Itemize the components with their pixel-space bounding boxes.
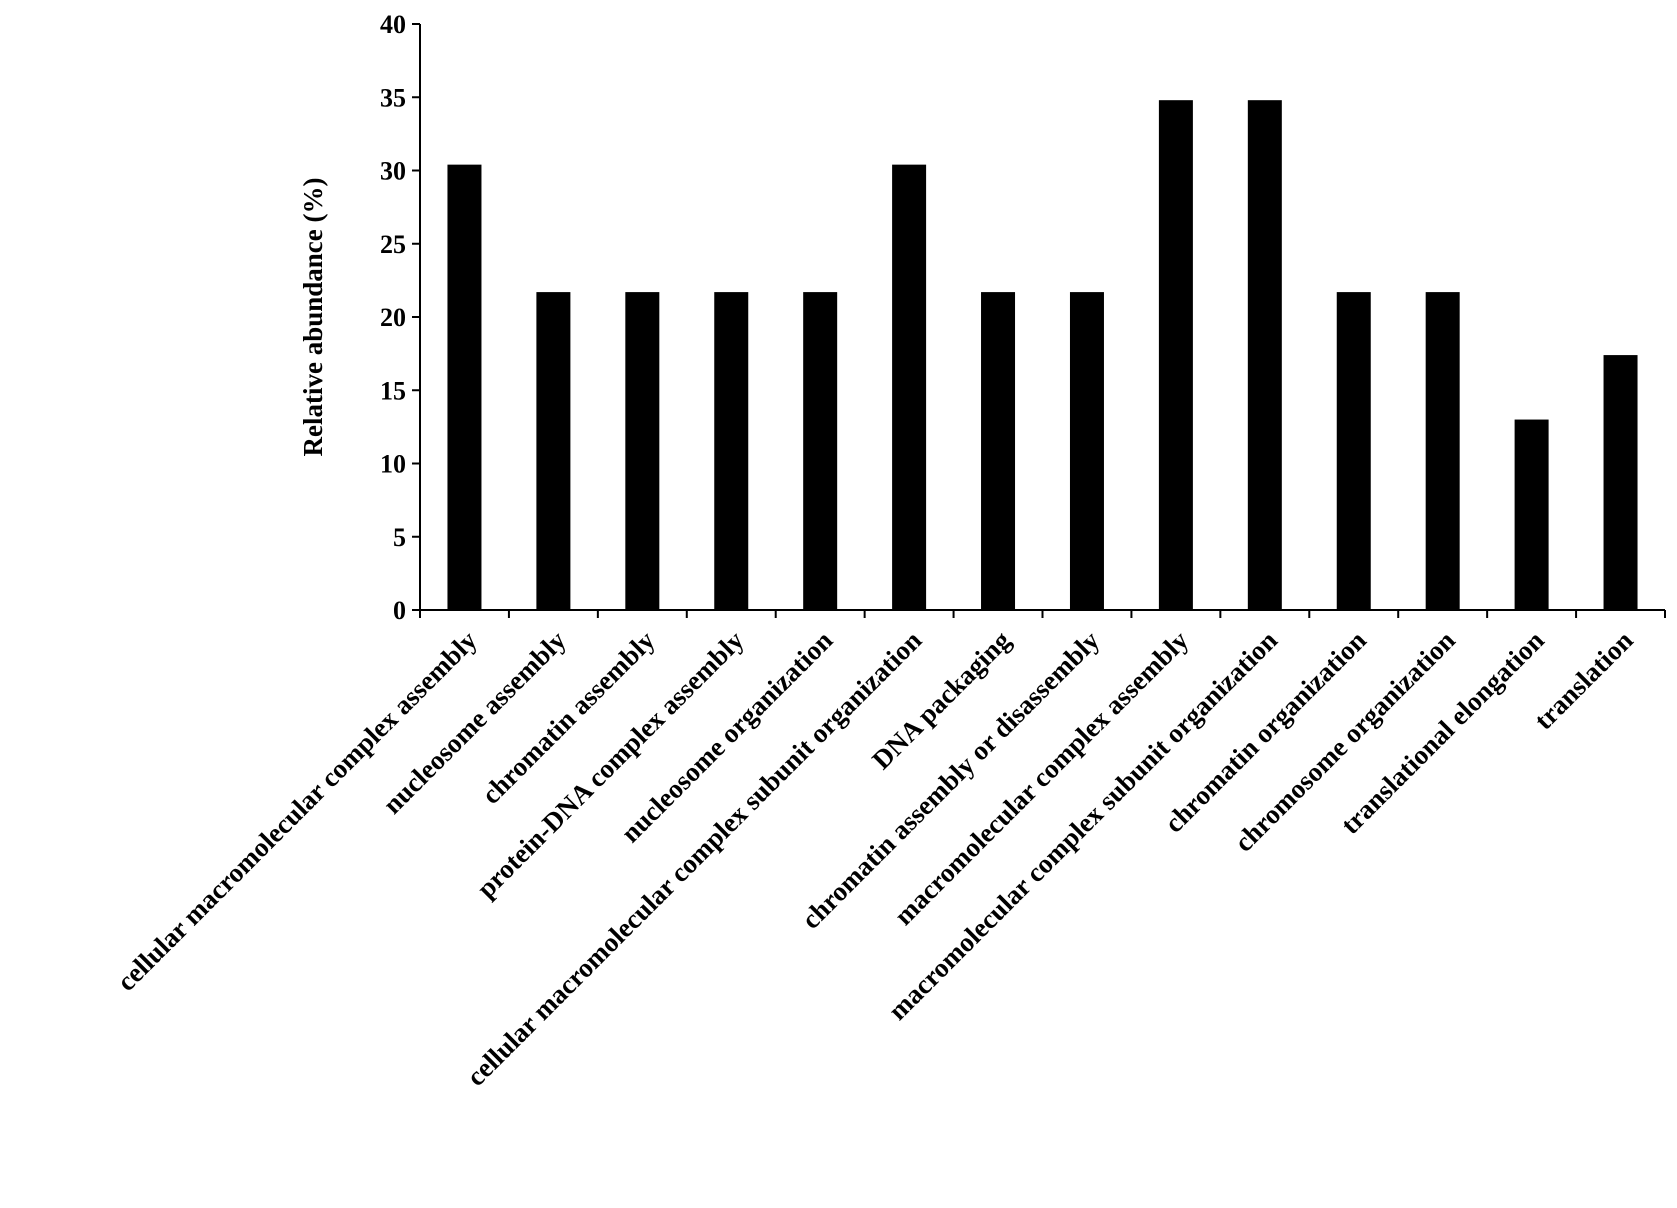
bars-group <box>447 100 1638 611</box>
x-ticks-group <box>419 610 1666 618</box>
x-category-label: cellular macromolecular complex assembly <box>111 625 483 997</box>
bar <box>536 292 571 610</box>
bar <box>625 292 660 610</box>
bar <box>1603 355 1638 610</box>
x-labels-group: cellular macromolecular complex assembly… <box>111 625 1639 1092</box>
y-tick-label: 5 <box>393 523 406 552</box>
bar <box>1158 100 1193 611</box>
bar <box>1336 292 1371 610</box>
y-tick-label: 30 <box>380 157 406 186</box>
bar <box>1425 292 1460 610</box>
y-tick-label: 10 <box>380 450 406 479</box>
bar <box>981 292 1016 610</box>
bar <box>1247 100 1282 611</box>
x-category-label: chromatin assembly <box>476 625 661 810</box>
bar <box>447 164 482 610</box>
y-tick-label: 15 <box>380 376 406 405</box>
axes-group <box>419 24 1665 611</box>
bar <box>892 164 927 610</box>
bar <box>1514 419 1549 610</box>
y-tick-label: 35 <box>380 83 406 112</box>
y-tick-label: 0 <box>393 596 406 625</box>
y-tick-label: 20 <box>380 303 406 332</box>
y-ticks-group: 0 5 10 15 20 25 30 35 40 <box>380 10 420 625</box>
bar <box>1069 292 1104 610</box>
bar <box>714 292 749 610</box>
y-tick-label: 25 <box>380 230 406 259</box>
y-axis-title: Relative abundance (%) <box>298 178 328 457</box>
bar <box>803 292 838 610</box>
y-tick-label: 40 <box>380 10 406 39</box>
